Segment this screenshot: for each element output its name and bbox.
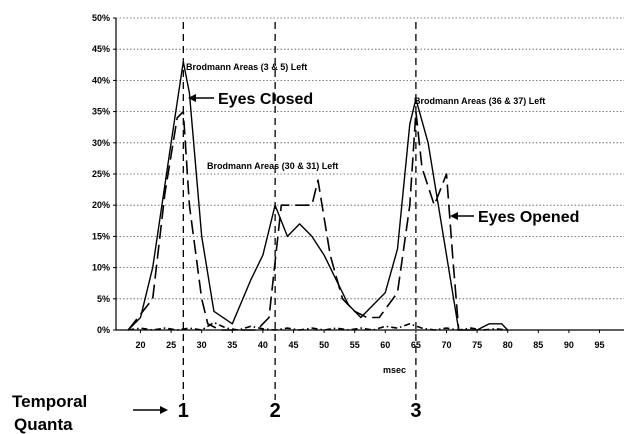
x-tick-label: 85 xyxy=(533,340,543,350)
x-tick-label: 95 xyxy=(595,340,605,350)
y-tick-label: 35% xyxy=(92,107,110,117)
x-tick-label: 25 xyxy=(166,340,176,350)
annotation-eyes-opened: Eyes Opened xyxy=(478,209,579,226)
x-tick-label: 50 xyxy=(319,340,329,350)
temporal-quanta-lines xyxy=(182,22,417,400)
quanta-number-3: 3 xyxy=(410,400,421,422)
temporal-quanta-title-line1: Temporal xyxy=(12,392,87,411)
quanta-number-1: 1 xyxy=(178,400,189,422)
y-tick-label: 30% xyxy=(92,138,110,148)
y-tick-label: 40% xyxy=(92,75,110,85)
series-line-3-dash-dot xyxy=(128,321,508,331)
y-tick-label: 25% xyxy=(92,169,110,179)
y-tick-label: 10% xyxy=(92,263,110,273)
x-tick-label: 20 xyxy=(135,340,145,350)
x-tick-label: 65 xyxy=(411,340,421,350)
eyes-closed-arrow xyxy=(188,94,214,102)
series-line-2-long-dash xyxy=(127,110,460,331)
x-tick-label: 45 xyxy=(288,340,298,350)
temporal-quanta-numbers: 1 2 3 xyxy=(178,400,422,422)
quanta-number-2: 2 xyxy=(270,400,281,422)
x-tick-label: 30 xyxy=(197,340,207,350)
series-line-1-solid xyxy=(127,61,509,331)
annotation-eyes-closed: Eyes Closed xyxy=(218,91,313,108)
x-tick-label: 55 xyxy=(350,340,360,350)
x-tick-label: 75 xyxy=(472,340,482,350)
x-tick-label: 35 xyxy=(227,340,237,350)
annotation-ba-3-5: Brodmann Areas (3 & 5) Left xyxy=(186,62,307,72)
annotation-ba-36-37: Brodmann Areas (36 & 37) Left xyxy=(414,96,545,106)
y-tick-labels: 0% 5% 10% 15% 20% 25% 30% 35% 40% 45% 50% xyxy=(92,13,116,335)
y-tick-label: 50% xyxy=(92,13,110,23)
annotation-ba-30-31: Brodmann Areas (30 & 31) Left xyxy=(207,161,338,171)
x-axis-label: msec xyxy=(383,365,406,375)
eyes-opened-arrow xyxy=(450,212,474,220)
y-tick-label: 20% xyxy=(92,200,110,210)
series-lines xyxy=(127,61,509,331)
y-tick-label: 15% xyxy=(92,231,110,241)
y-tick-label: 5% xyxy=(97,294,110,304)
x-tick-label: 70 xyxy=(441,340,451,350)
y-tick-label: 0% xyxy=(97,325,110,335)
x-tick-label: 40 xyxy=(258,340,268,350)
x-tick-label: 90 xyxy=(564,340,574,350)
x-tick-label: 60 xyxy=(380,340,390,350)
x-tick-labels: 20 25 30 35 40 45 50 55 60 65 70 75 80 85 90 95 xyxy=(135,330,605,350)
temporal-quanta-title-line2: Quanta xyxy=(14,415,73,434)
grid-lines xyxy=(116,17,624,300)
temporal-quanta-arrow xyxy=(133,406,168,414)
y-tick-label: 45% xyxy=(92,44,110,54)
x-tick-label: 80 xyxy=(503,340,513,350)
